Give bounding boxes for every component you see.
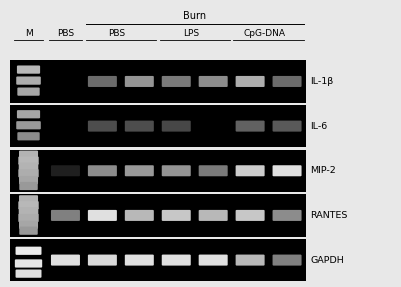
FancyBboxPatch shape [272,76,301,87]
FancyBboxPatch shape [19,162,38,171]
FancyBboxPatch shape [161,255,190,265]
FancyBboxPatch shape [235,210,264,221]
FancyBboxPatch shape [161,121,190,132]
FancyBboxPatch shape [88,76,117,87]
FancyBboxPatch shape [51,210,80,221]
FancyBboxPatch shape [51,165,80,176]
FancyBboxPatch shape [17,65,40,74]
FancyBboxPatch shape [272,210,301,221]
FancyBboxPatch shape [235,76,264,87]
Text: PBS: PBS [57,28,74,38]
Text: CpG-DNA: CpG-DNA [243,28,285,38]
FancyBboxPatch shape [19,151,38,159]
FancyBboxPatch shape [88,165,117,176]
Bar [10,60,305,103]
FancyBboxPatch shape [198,255,227,265]
FancyBboxPatch shape [19,176,38,184]
FancyBboxPatch shape [19,182,38,190]
FancyBboxPatch shape [18,201,38,210]
Bar [10,105,305,147]
FancyBboxPatch shape [19,207,38,215]
Text: GAPDH: GAPDH [310,256,343,265]
Text: M: M [24,28,32,38]
FancyBboxPatch shape [16,247,41,255]
FancyBboxPatch shape [161,76,190,87]
FancyBboxPatch shape [16,76,41,85]
FancyBboxPatch shape [235,165,264,176]
Text: MIP-2: MIP-2 [310,166,335,175]
Text: Burn: Burn [183,11,206,21]
FancyBboxPatch shape [18,169,38,177]
FancyBboxPatch shape [124,210,154,221]
FancyBboxPatch shape [17,88,40,96]
FancyBboxPatch shape [19,195,38,203]
Bar [10,194,305,236]
Text: IL-6: IL-6 [310,122,327,131]
FancyBboxPatch shape [18,214,38,222]
FancyBboxPatch shape [124,121,154,132]
FancyBboxPatch shape [198,76,227,87]
FancyBboxPatch shape [198,210,227,221]
FancyBboxPatch shape [17,132,40,140]
Text: RANTES: RANTES [310,211,347,220]
Bar [10,150,305,192]
FancyBboxPatch shape [51,255,80,265]
FancyBboxPatch shape [272,255,301,265]
FancyBboxPatch shape [124,255,154,265]
Text: IL-1β: IL-1β [310,77,333,86]
FancyBboxPatch shape [88,255,117,265]
FancyBboxPatch shape [15,259,42,267]
Text: LPS: LPS [182,28,198,38]
FancyBboxPatch shape [88,121,117,132]
FancyBboxPatch shape [88,210,117,221]
Bar [10,239,305,281]
FancyBboxPatch shape [235,255,264,265]
FancyBboxPatch shape [16,269,41,278]
Text: PBS: PBS [108,28,126,38]
FancyBboxPatch shape [124,165,154,176]
FancyBboxPatch shape [272,165,301,176]
FancyBboxPatch shape [161,210,190,221]
FancyBboxPatch shape [16,121,41,129]
FancyBboxPatch shape [19,226,38,235]
FancyBboxPatch shape [235,121,264,132]
FancyBboxPatch shape [124,76,154,87]
FancyBboxPatch shape [18,156,38,165]
FancyBboxPatch shape [17,110,40,118]
FancyBboxPatch shape [198,165,227,176]
FancyBboxPatch shape [19,221,38,229]
FancyBboxPatch shape [161,165,190,176]
FancyBboxPatch shape [272,121,301,132]
